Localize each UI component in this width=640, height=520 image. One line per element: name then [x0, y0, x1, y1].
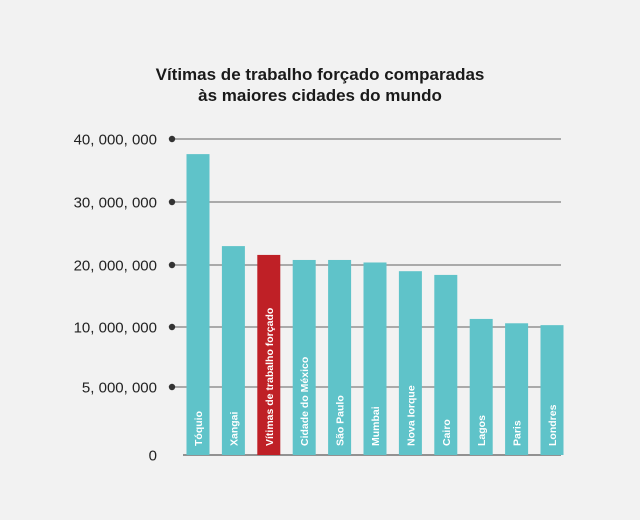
bar-label: Lagos: [476, 415, 488, 446]
bar: [434, 274, 458, 455]
bar: [363, 262, 387, 455]
tick-dot: [168, 261, 176, 269]
bar: [328, 259, 352, 455]
chart-title-line-1: Vítimas de trabalho forçado comparadas: [155, 65, 485, 84]
bar-label: Tóquio: [193, 411, 205, 446]
bar: [540, 325, 564, 455]
bar-label: Nova Iorque: [405, 385, 417, 446]
tick-dot: [168, 198, 176, 206]
y-tick-label: 0: [149, 448, 157, 465]
y-tick-label: 30, 000, 000: [74, 195, 157, 212]
y-tick-label: 40, 000, 000: [74, 132, 157, 149]
chart-title-line-2: às maiores cidades do mundo: [198, 86, 442, 105]
bar: [221, 246, 245, 455]
bar-label: Vítimas de trabalho forçado: [264, 308, 276, 446]
tick-dot: [168, 323, 176, 331]
bar-highlight: [257, 254, 281, 455]
bar-labels: Tóquio Xangai Vítimas de trabalho forçado C…: [193, 308, 559, 446]
y-tick-label: 20, 000, 000: [74, 258, 157, 275]
bar: [398, 271, 422, 455]
bar-label: São Paulo: [335, 395, 347, 446]
bar-label: Cidade do México: [299, 357, 311, 446]
bar: [505, 323, 529, 455]
bar-label: Paris: [512, 420, 524, 446]
tick-dot: [168, 383, 176, 391]
bar-label: Londres: [547, 404, 559, 446]
bar-label: Xangai: [228, 411, 240, 446]
y-tick-label: 10, 000, 000: [74, 320, 157, 337]
y-tick-label: 5, 000, 000: [82, 380, 157, 397]
bar: [186, 154, 210, 455]
y-axis-ticks: 40, 000, 000 30, 000, 000 20, 000, 000 10, …: [74, 132, 176, 465]
bar-label: Cairo: [441, 419, 453, 446]
tick-dot: [168, 135, 176, 143]
bars: [186, 154, 564, 455]
bar: [292, 259, 316, 455]
bar-label: Mumbai: [370, 406, 382, 446]
bar: [469, 318, 493, 455]
